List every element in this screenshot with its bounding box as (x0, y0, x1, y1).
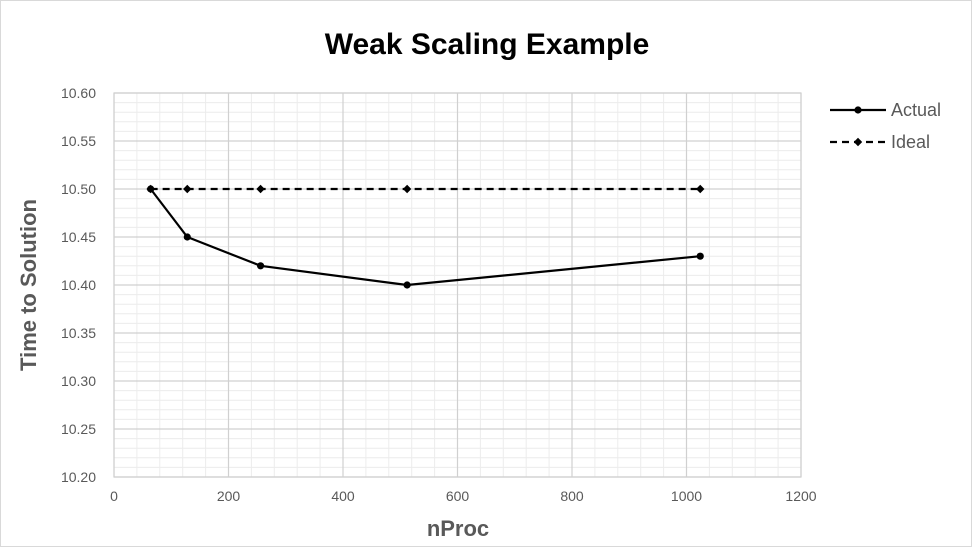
plot-border (113, 92, 802, 478)
legend-label-ideal: Ideal (891, 132, 930, 152)
x-tick-label: 400 (331, 488, 355, 504)
legend: Actual Ideal (830, 100, 941, 152)
x-tick-label: 1200 (785, 488, 816, 504)
data-point-actual (256, 262, 265, 270)
legend-label-actual: Actual (891, 100, 941, 120)
data-point-ideal (183, 184, 192, 194)
x-tick-label: 200 (217, 488, 241, 504)
data-point-actual (696, 252, 704, 260)
data-point-ideal (256, 184, 265, 194)
data-point-actual (183, 233, 191, 241)
legend-marker-ideal (853, 137, 863, 147)
x-tick-label: 0 (110, 488, 118, 504)
y-tick-label: 10.60 (61, 85, 96, 101)
legend-marker-actual (854, 106, 862, 114)
y-tick-label: 10.25 (61, 421, 96, 437)
y-tick-label: 10.45 (61, 229, 96, 245)
y-tick-label: 10.55 (61, 133, 96, 149)
data-point-actual (147, 185, 155, 193)
axes: 0 200 400 600 800 1000 1200 10.20 10.25 10.30 10.3… (61, 85, 817, 504)
series-area (146, 184, 705, 289)
x-tick-label: 800 (560, 488, 584, 504)
y-tick-label: 10.20 (61, 469, 96, 485)
y-tick-label: 10.35 (61, 325, 96, 341)
data-point-ideal (696, 184, 705, 194)
chart-title: Weak Scaling Example (325, 28, 650, 61)
x-tick-label: 600 (446, 488, 470, 504)
y-axis-title: Time to Solution (16, 199, 41, 371)
x-axis-title: nProc (427, 516, 489, 541)
x-tick-label: 1000 (671, 488, 702, 504)
data-point-ideal (402, 184, 412, 194)
y-tick-label: 10.50 (61, 181, 96, 197)
y-tick-label: 10.30 (61, 373, 96, 389)
grid (113, 92, 802, 478)
data-point-actual (403, 281, 411, 289)
y-tick-label: 10.40 (61, 277, 96, 293)
